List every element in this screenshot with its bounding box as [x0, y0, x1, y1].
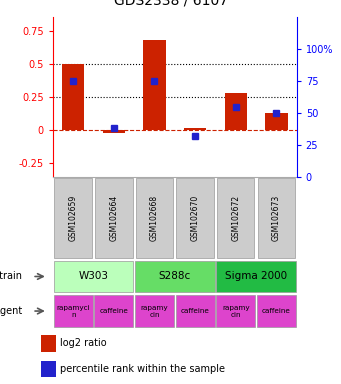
Bar	[55, 178, 92, 258]
Bar	[54, 295, 93, 327]
Bar	[135, 295, 174, 327]
Bar	[41, 361, 56, 377]
Text: S288c: S288c	[159, 271, 191, 281]
Text: rapamy
cin: rapamy cin	[140, 305, 168, 318]
Bar	[135, 261, 214, 292]
Bar	[143, 40, 166, 130]
Bar	[258, 178, 295, 258]
Bar	[217, 178, 254, 258]
Bar	[176, 178, 214, 258]
Bar	[224, 93, 247, 130]
Bar	[216, 295, 255, 327]
Text: caffeine: caffeine	[181, 308, 209, 314]
Text: W303: W303	[78, 271, 108, 281]
Text: GSM102659: GSM102659	[69, 195, 78, 241]
Bar	[103, 130, 125, 133]
Text: GSM102668: GSM102668	[150, 195, 159, 241]
Text: GSM102664: GSM102664	[109, 195, 118, 241]
Text: rapamy
cin: rapamy cin	[222, 305, 250, 318]
Text: log2 ratio: log2 ratio	[60, 338, 107, 348]
Text: agent: agent	[0, 306, 22, 316]
Bar	[184, 127, 206, 130]
Text: GSM102673: GSM102673	[272, 195, 281, 241]
Bar	[95, 178, 133, 258]
Text: rapamyci
n: rapamyci n	[56, 305, 90, 318]
Text: caffeine: caffeine	[262, 308, 291, 314]
Bar	[265, 113, 287, 130]
Bar	[176, 295, 214, 327]
Text: GDS2338 / 6107: GDS2338 / 6107	[114, 0, 227, 8]
Bar	[257, 295, 296, 327]
Bar	[41, 335, 56, 352]
Bar	[62, 64, 84, 130]
Text: GSM102670: GSM102670	[191, 195, 199, 241]
Text: caffeine: caffeine	[99, 308, 128, 314]
Text: percentile rank within the sample: percentile rank within the sample	[60, 364, 225, 374]
Text: strain: strain	[0, 271, 22, 281]
Bar	[136, 178, 173, 258]
Bar	[216, 261, 296, 292]
Text: Sigma 2000: Sigma 2000	[225, 271, 287, 281]
Bar	[94, 295, 133, 327]
Text: GSM102672: GSM102672	[231, 195, 240, 241]
Bar	[54, 261, 133, 292]
